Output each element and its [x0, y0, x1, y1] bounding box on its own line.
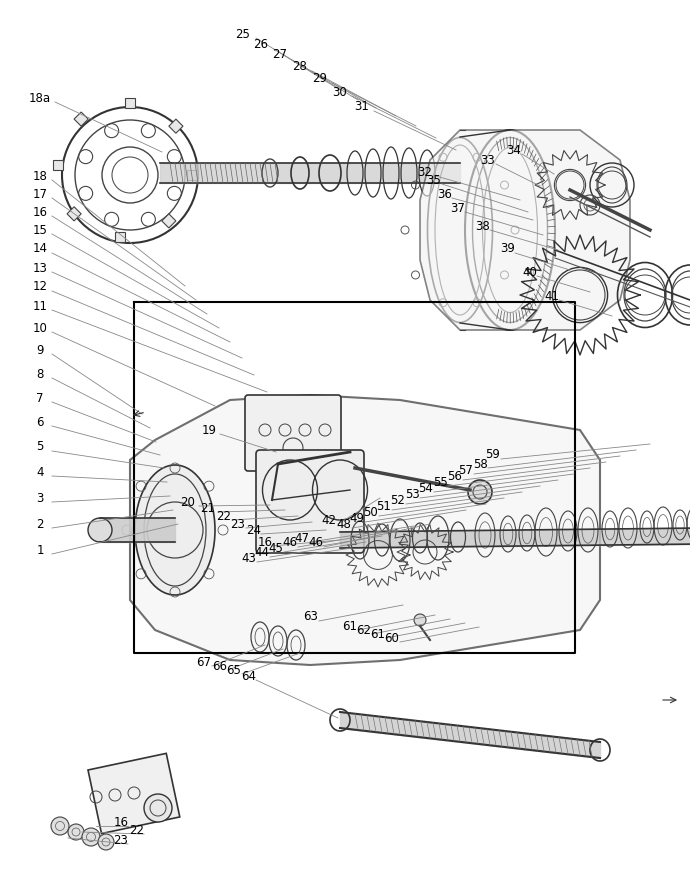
- Text: 36: 36: [437, 188, 453, 200]
- Text: 27: 27: [273, 48, 288, 61]
- Text: 16: 16: [113, 815, 128, 829]
- Text: 24: 24: [246, 523, 262, 537]
- Circle shape: [144, 794, 172, 822]
- Text: 18: 18: [32, 169, 48, 182]
- Text: 25: 25: [235, 28, 250, 41]
- Text: 40: 40: [522, 265, 538, 279]
- Text: 20: 20: [181, 496, 195, 508]
- Circle shape: [468, 480, 492, 504]
- Circle shape: [68, 824, 84, 840]
- Text: 37: 37: [451, 201, 466, 214]
- Circle shape: [51, 817, 69, 835]
- Text: 17: 17: [32, 188, 48, 200]
- Text: 52: 52: [391, 493, 406, 506]
- Text: 26: 26: [253, 37, 268, 51]
- Text: 8: 8: [37, 368, 43, 381]
- Text: 51: 51: [377, 499, 391, 513]
- Text: 19: 19: [201, 424, 217, 436]
- Text: 53: 53: [404, 488, 420, 500]
- Text: 15: 15: [32, 223, 48, 237]
- Text: 54: 54: [419, 481, 433, 495]
- Text: 23: 23: [230, 517, 246, 530]
- Text: 11: 11: [32, 300, 48, 312]
- Text: 44: 44: [255, 546, 270, 560]
- Text: 10: 10: [32, 321, 48, 335]
- Text: 3: 3: [37, 491, 43, 505]
- Text: 41: 41: [544, 289, 560, 303]
- Circle shape: [414, 614, 426, 626]
- Bar: [53, 160, 63, 170]
- Text: 14: 14: [32, 242, 48, 255]
- Text: 50: 50: [364, 506, 378, 519]
- Text: 61: 61: [342, 619, 357, 633]
- Text: 38: 38: [475, 220, 491, 232]
- Bar: [125, 98, 135, 108]
- Text: 56: 56: [448, 470, 462, 482]
- Bar: [115, 232, 125, 242]
- FancyBboxPatch shape: [245, 395, 341, 471]
- Text: 18a: 18a: [29, 92, 51, 104]
- Polygon shape: [130, 395, 600, 665]
- Text: 61: 61: [371, 627, 386, 641]
- Text: 7: 7: [37, 392, 43, 404]
- Text: 2: 2: [37, 517, 43, 530]
- Text: 30: 30: [333, 85, 347, 99]
- Text: 63: 63: [304, 611, 319, 624]
- Text: 31: 31: [355, 101, 369, 114]
- Text: 49: 49: [350, 512, 364, 524]
- Text: 57: 57: [459, 464, 473, 476]
- Text: 22: 22: [217, 509, 232, 522]
- Text: 29: 29: [313, 72, 328, 85]
- Text: 64: 64: [241, 669, 257, 683]
- Text: 47: 47: [295, 531, 310, 545]
- Ellipse shape: [135, 465, 215, 595]
- Text: 16: 16: [257, 536, 273, 548]
- Text: 1: 1: [37, 544, 43, 556]
- Bar: [88, 753, 180, 834]
- Bar: [169, 119, 183, 134]
- Text: 67: 67: [197, 656, 212, 668]
- Text: 35: 35: [426, 174, 442, 187]
- Text: 9: 9: [37, 344, 43, 357]
- Bar: [74, 112, 88, 126]
- Text: 65: 65: [226, 664, 242, 676]
- Text: 42: 42: [322, 514, 337, 527]
- Circle shape: [98, 834, 114, 850]
- Text: 32: 32: [417, 166, 433, 179]
- Circle shape: [82, 828, 100, 846]
- Text: 59: 59: [486, 449, 500, 462]
- Text: 33: 33: [481, 153, 495, 166]
- Bar: [161, 214, 176, 228]
- Text: 55: 55: [433, 475, 447, 489]
- Circle shape: [88, 518, 112, 542]
- Text: 58: 58: [473, 457, 487, 471]
- Text: 16: 16: [32, 206, 48, 219]
- Text: 12: 12: [32, 280, 48, 294]
- FancyBboxPatch shape: [256, 450, 364, 553]
- Text: 62: 62: [357, 624, 371, 636]
- Bar: [187, 170, 197, 180]
- Text: 48: 48: [337, 517, 351, 530]
- Text: 39: 39: [500, 242, 515, 255]
- Text: 34: 34: [506, 143, 522, 157]
- Text: 22: 22: [130, 823, 144, 837]
- Bar: [67, 206, 81, 221]
- Text: 46: 46: [282, 537, 297, 549]
- Text: 45: 45: [268, 541, 284, 554]
- Text: 28: 28: [293, 61, 308, 74]
- Text: 66: 66: [213, 659, 228, 673]
- Text: 5: 5: [37, 441, 43, 454]
- Text: 4: 4: [37, 465, 43, 479]
- Text: 46: 46: [308, 537, 324, 549]
- Text: 13: 13: [32, 262, 48, 274]
- Text: 23: 23: [114, 834, 128, 846]
- Text: 60: 60: [384, 632, 400, 644]
- Text: 43: 43: [241, 552, 257, 564]
- Text: 21: 21: [201, 501, 215, 514]
- Polygon shape: [420, 130, 630, 330]
- Text: 6: 6: [37, 416, 43, 428]
